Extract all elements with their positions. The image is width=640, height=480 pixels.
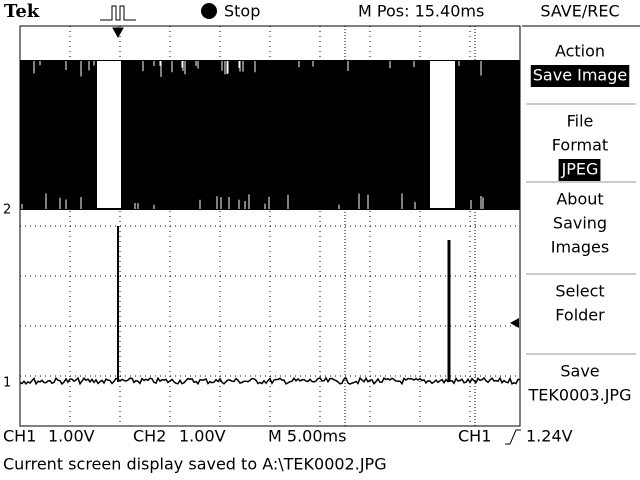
- side-menu: Action Save Image File Format JPEG About Savin…: [522, 25, 640, 405]
- trigger-slope-icon: [505, 429, 521, 445]
- graticule-border: [19, 25, 521, 427]
- menu-item-label: Save: [560, 362, 599, 381]
- menu-item-label: Images: [551, 238, 609, 257]
- menu-title: SAVE/REC: [540, 2, 619, 21]
- trigger-position-marker: [112, 27, 124, 39]
- position: M Pos: 15.40ms: [358, 2, 484, 21]
- stop-icon: [201, 3, 217, 19]
- menu-item-label: Saving: [553, 214, 607, 233]
- trigger-level-marker: [510, 318, 519, 328]
- menu-item-value: Save Image: [533, 66, 627, 85]
- menu-item-value: JPEG: [561, 160, 599, 179]
- menu-item-label: TEK0003.JPG: [528, 386, 632, 405]
- run-state: Stop: [224, 2, 260, 21]
- ch1-waveform: [19, 226, 521, 386]
- menu-item-label: Format: [552, 136, 608, 155]
- menu-item-label: Select: [555, 282, 604, 301]
- menu-item-label: Folder: [555, 306, 605, 325]
- timebase: M 5.00ms: [268, 427, 346, 446]
- ch1-label: CH1: [3, 427, 36, 446]
- menu-item-label: Action: [555, 42, 605, 61]
- channel-marker: 1: [3, 376, 11, 391]
- menu-item-label: About: [556, 190, 603, 209]
- channel-marker: 2: [3, 203, 11, 218]
- status-message: Current screen display saved to A:\TEK00…: [3, 455, 387, 474]
- ch1-scale: 1.00V: [48, 427, 95, 446]
- trigger-source: CH1: [458, 427, 491, 446]
- menu-item-label: File: [567, 112, 594, 131]
- menu-item-highlight: [530, 65, 630, 87]
- ch2-scale: 1.00V: [179, 427, 226, 446]
- ch2-waveform: [20, 60, 520, 210]
- menu-item-highlight: [558, 159, 601, 181]
- ch2-label: CH2: [133, 427, 166, 446]
- logo: Tek: [4, 1, 40, 22]
- trigger-icon: [100, 5, 136, 21]
- trigger-level: 1.24V: [526, 427, 573, 446]
